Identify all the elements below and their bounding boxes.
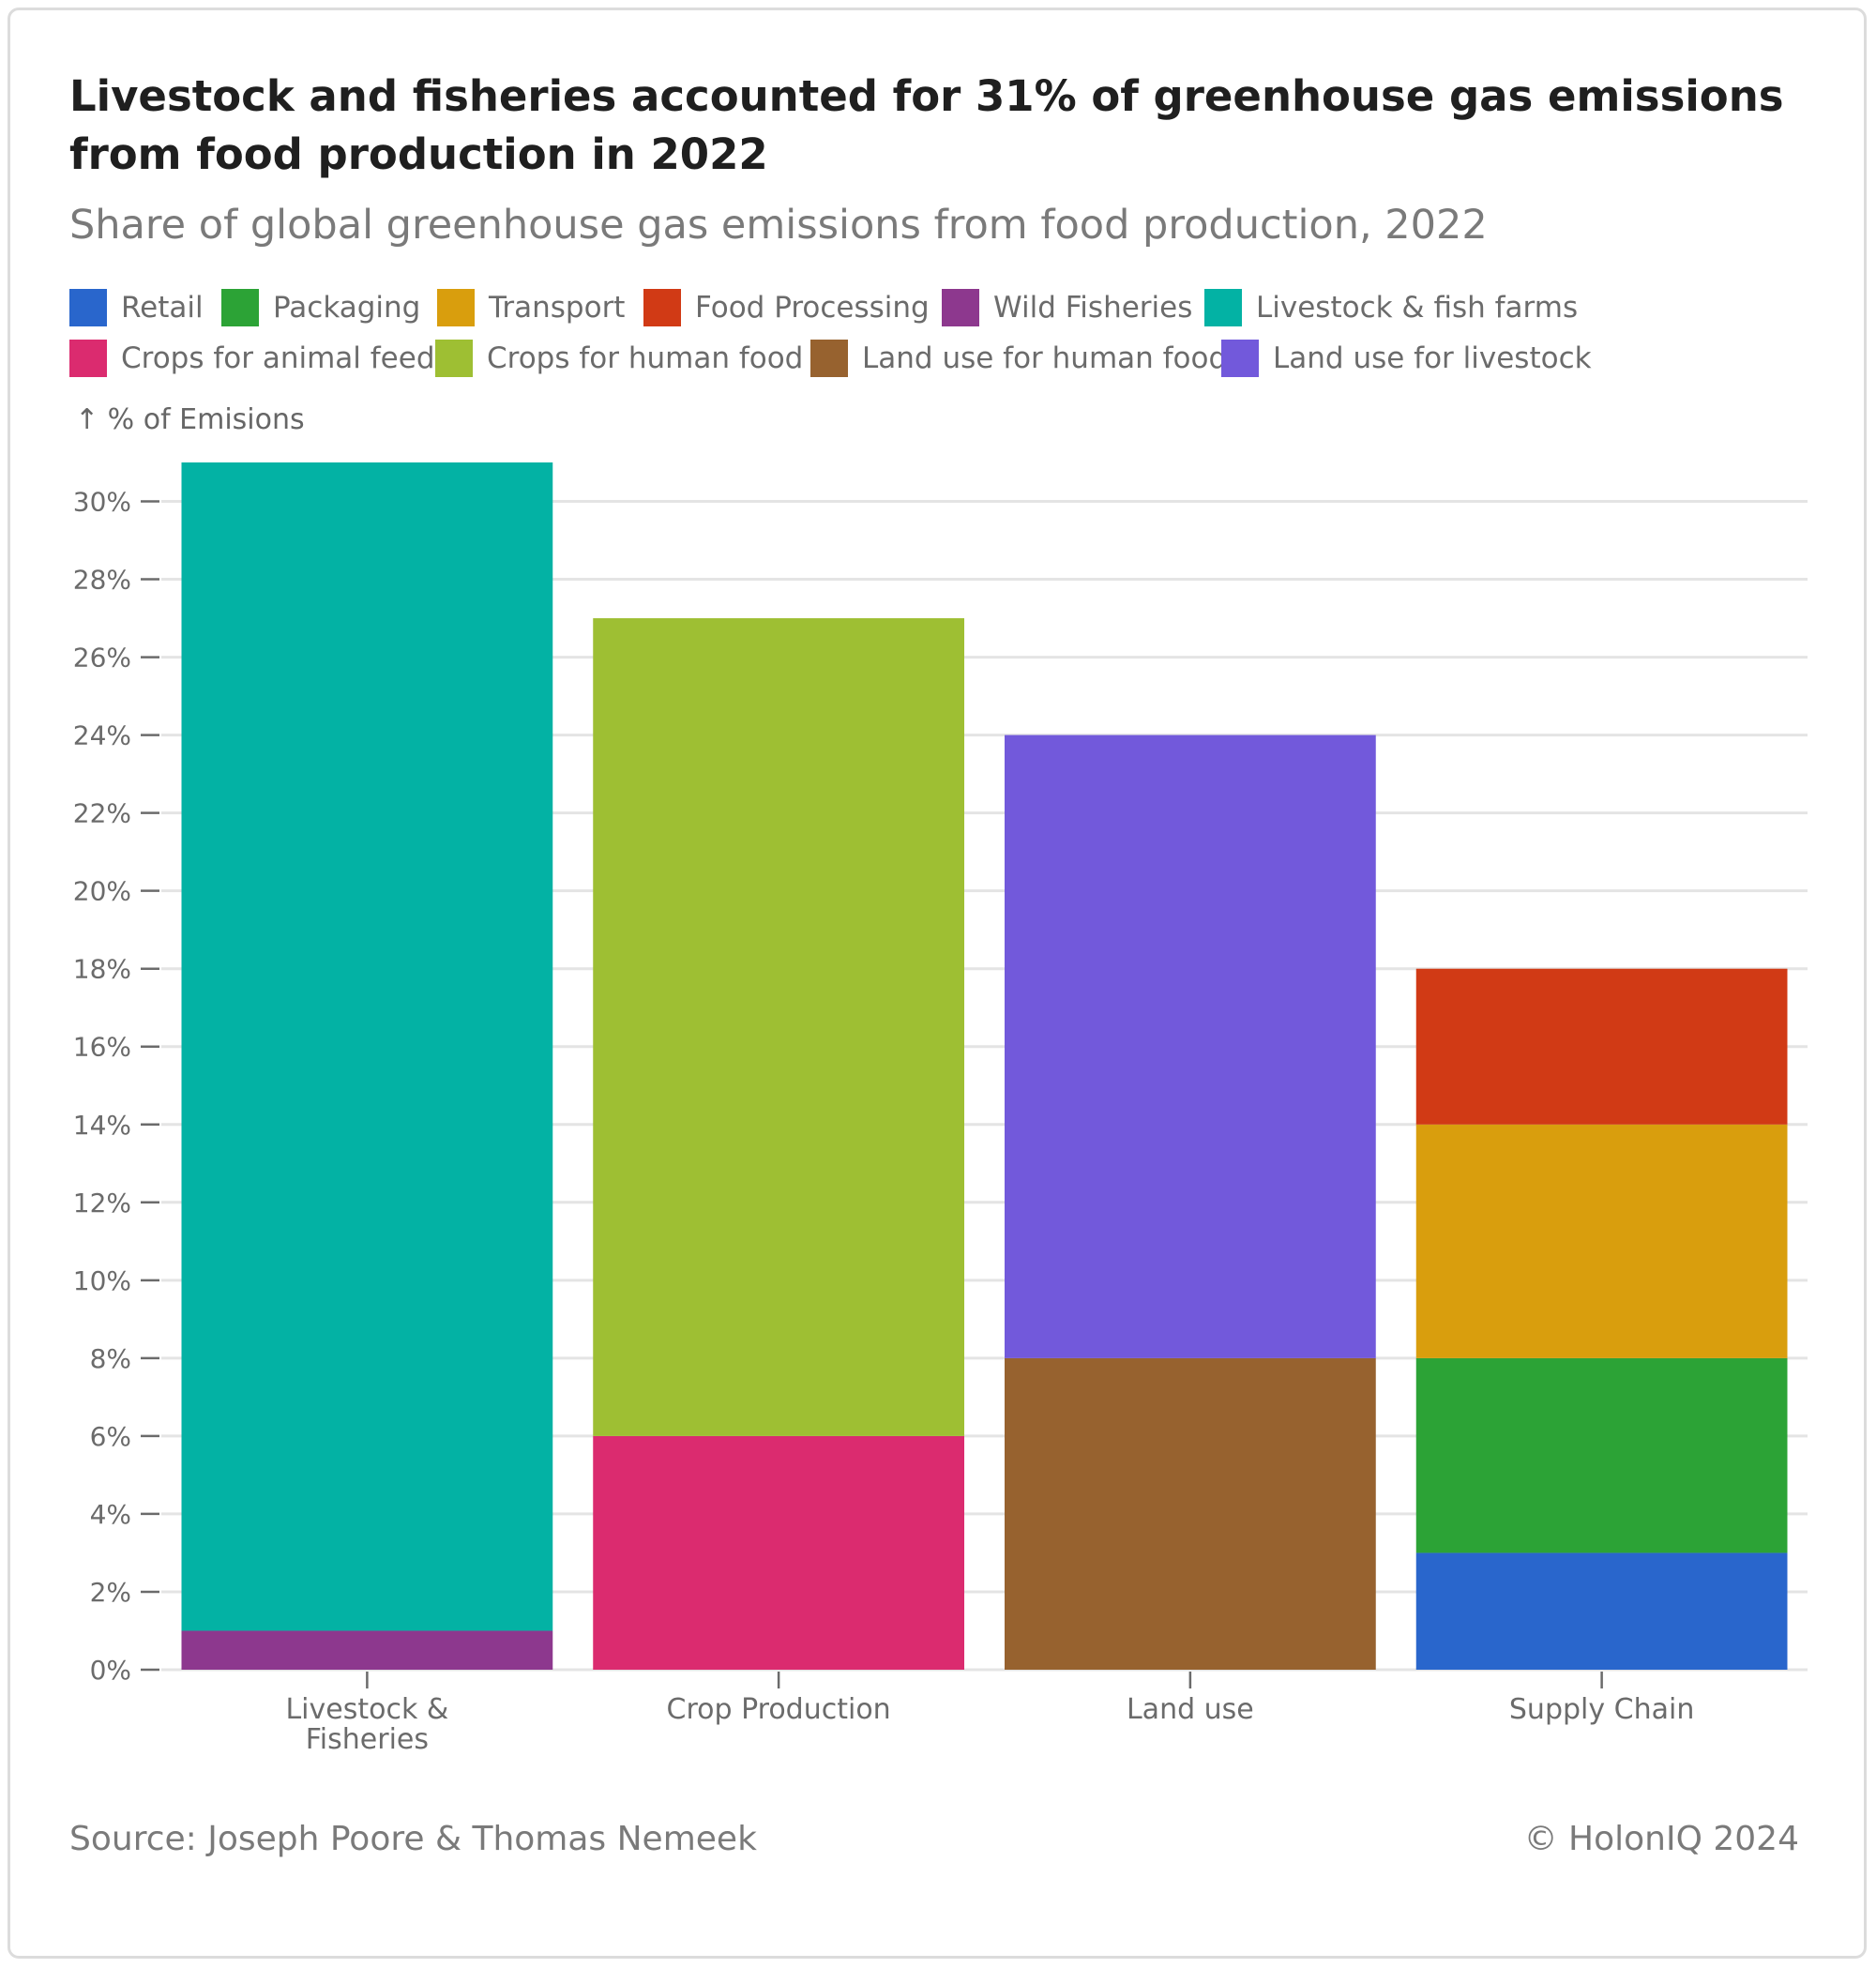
x-tick-label: Livestock & Fisheries [285, 1693, 448, 1756]
legend: Retail Packaging Transport Food Processi… [69, 289, 1758, 390]
legend-label-packaging: Packaging [273, 291, 421, 325]
legend-label-wild-fisheries: Wild Fisheries [993, 291, 1193, 325]
legend-item-livestock-fish-farms[interactable]: Livestock & fish farms [1204, 289, 1578, 326]
legend-item-land-use-livestock[interactable]: Land use for livestock [1221, 340, 1592, 377]
legend-swatch-retail [69, 289, 107, 326]
legend-row-2: Crops for animal feed Crops for human fo… [69, 340, 1758, 390]
y-tick-label: 24% [73, 720, 131, 751]
bar-segment-food-processing[interactable] [1415, 968, 1788, 1125]
legend-label-transport: Transport [489, 291, 626, 325]
y-tick-label: 10% [73, 1265, 131, 1296]
y-axis-title: ↑ % of Emisions [75, 403, 305, 436]
legend-item-wild-fisheries[interactable]: Wild Fisheries [942, 289, 1192, 326]
bar-segment-wild-fisheries[interactable] [181, 1630, 553, 1670]
y-axis: 0% 2% 4% 6% 8% 10% 12% 14% 16% 18% 20% 22% 24% 26% 28%… [73, 487, 159, 1686]
y-tick-label: 4% [90, 1499, 131, 1530]
legend-row-1: Retail Packaging Transport Food Processi… [69, 289, 1758, 340]
legend-label-land-use-human-food: Land use for human food [862, 341, 1228, 375]
legend-item-food-processing[interactable]: Food Processing [643, 289, 930, 326]
legend-swatch-land-use-human-food [810, 340, 848, 377]
x-tick-label: Land use [1127, 1693, 1254, 1726]
legend-label-land-use-livestock: Land use for livestock [1273, 341, 1592, 375]
legend-swatch-transport [437, 289, 475, 326]
legend-label-food-processing: Food Processing [695, 291, 930, 325]
legend-label-crops-animal-feed: Crops for animal feed [121, 341, 435, 375]
y-tick-label: 0% [90, 1655, 131, 1686]
legend-item-packaging[interactable]: Packaging [221, 289, 420, 326]
legend-item-land-use-human-food[interactable]: Land use for human food [810, 340, 1227, 377]
y-tick-label: 12% [73, 1188, 131, 1219]
legend-item-transport[interactable]: Transport [437, 289, 625, 326]
y-tick-label: 18% [73, 954, 131, 985]
y-tick-label: 14% [73, 1110, 131, 1141]
legend-swatch-crops-animal-feed [69, 340, 107, 377]
legend-swatch-livestock-fish-farms [1204, 289, 1242, 326]
bar-segment-crops-for-animal-feed[interactable] [593, 1435, 965, 1670]
y-tick-label: 20% [73, 876, 131, 907]
x-axis: Livestock & Fisheries Crop Production Land … [285, 1672, 1694, 1756]
source-note: Source: Joseph Poore & Thomas Nemeek [69, 1820, 757, 1858]
bar-segment-crops-for-human-food[interactable] [593, 618, 965, 1436]
legend-swatch-land-use-livestock [1221, 340, 1259, 377]
bar-segment-livestock-fish-farms[interactable] [181, 462, 553, 1631]
legend-item-crops-animal-feed[interactable]: Crops for animal feed [69, 340, 435, 377]
y-tick-label: 30% [73, 487, 131, 518]
x-tick-label: Crop Production [667, 1693, 891, 1726]
legend-item-crops-human-food[interactable]: Crops for human food [435, 340, 803, 377]
y-tick-label: 2% [90, 1577, 131, 1608]
legend-swatch-wild-fisheries [942, 289, 979, 326]
legend-label-livestock-fish-farms: Livestock & fish farms [1256, 291, 1579, 325]
x-tick-label: Supply Chain [1509, 1693, 1694, 1726]
y-tick-label: 16% [73, 1032, 131, 1063]
y-tick-label: 6% [90, 1421, 131, 1452]
chart-title: Livestock and fisheries accounted for 31… [69, 71, 1784, 179]
bar-segment-transport[interactable] [1415, 1124, 1788, 1358]
copyright-note: © HolonIQ 2024 [1523, 1820, 1799, 1858]
chart-subtitle: Share of global greenhouse gas emissions… [69, 202, 1488, 249]
legend-swatch-packaging [221, 289, 259, 326]
y-tick-label: 26% [73, 643, 131, 674]
legend-label-crops-human-food: Crops for human food [487, 341, 804, 375]
y-tick-label: 28% [73, 565, 131, 596]
y-tick-label: 8% [90, 1343, 131, 1374]
bars [181, 462, 1788, 1670]
legend-label-retail: Retail [121, 291, 204, 325]
legend-item-retail[interactable]: Retail [69, 289, 204, 326]
y-tick-label: 22% [73, 798, 131, 829]
bar-segment-retail[interactable] [1415, 1552, 1788, 1670]
legend-swatch-food-processing [643, 289, 681, 326]
bar-segment-packaging[interactable] [1415, 1357, 1788, 1553]
legend-swatch-crops-human-food [435, 340, 473, 377]
bar-segment-land-use-for-human-food[interactable] [1004, 1357, 1376, 1670]
bar-segment-land-use-for-livestock[interactable] [1004, 734, 1376, 1358]
